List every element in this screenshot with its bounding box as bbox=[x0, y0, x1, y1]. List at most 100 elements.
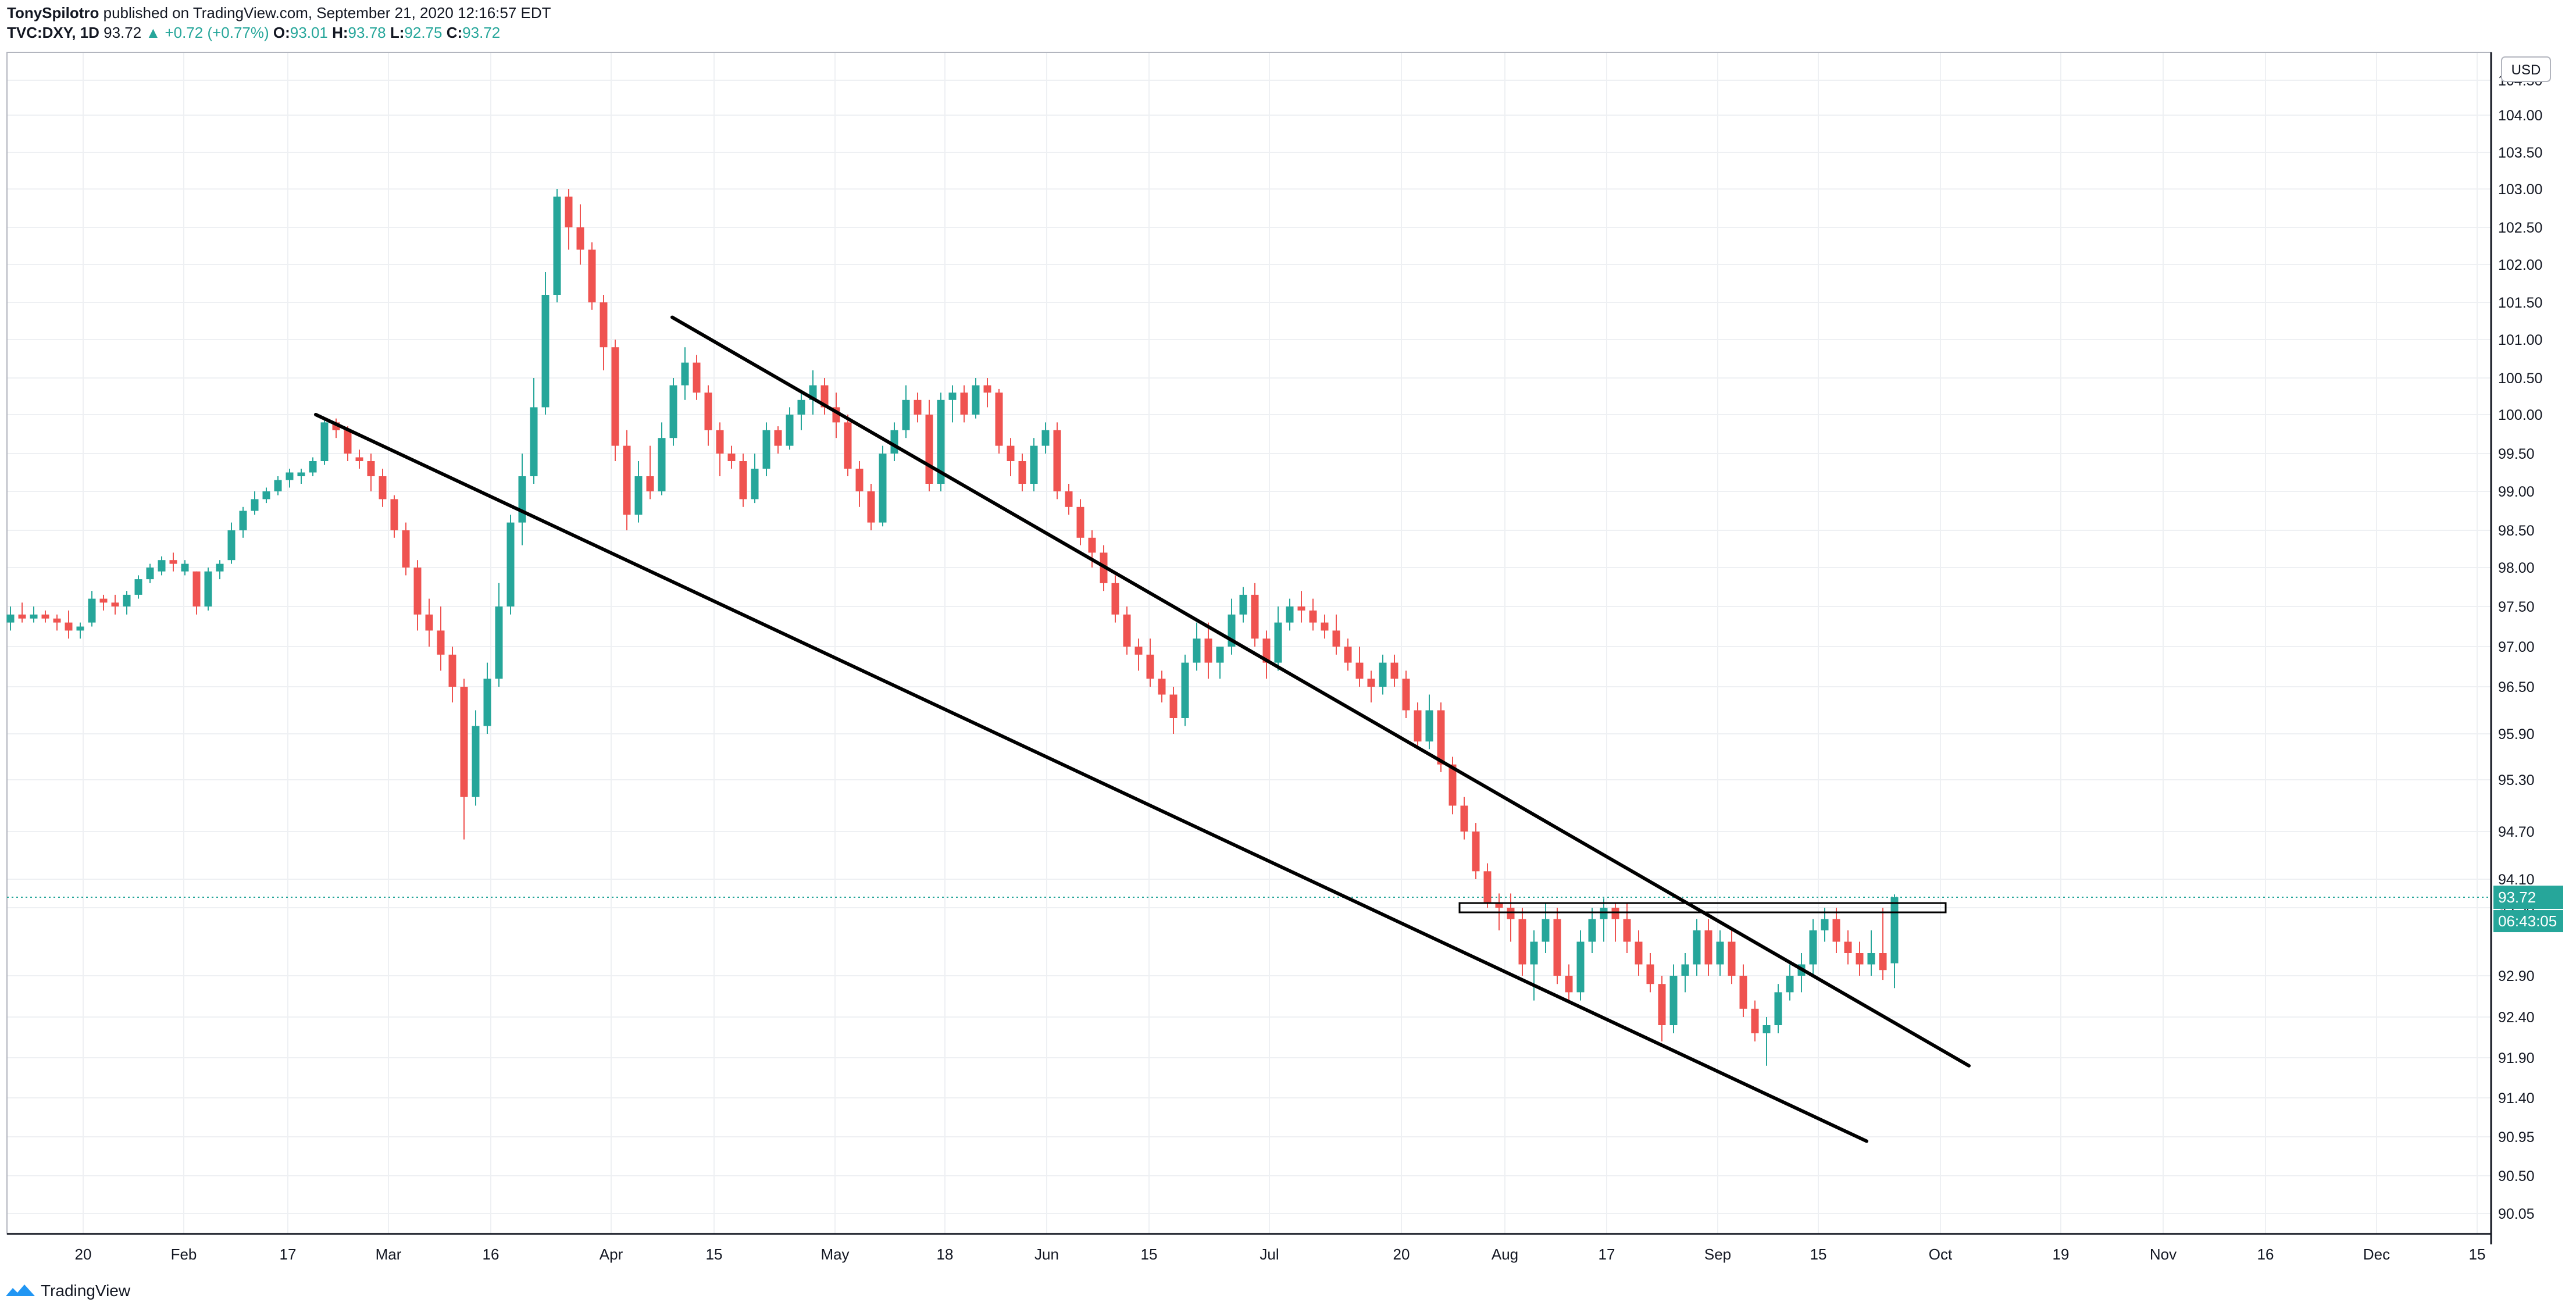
candle bbox=[483, 662, 491, 734]
currency-label: USD bbox=[2511, 62, 2541, 78]
candle bbox=[297, 469, 305, 484]
price-tick-label: 100.00 bbox=[2498, 407, 2542, 423]
candle bbox=[1483, 863, 1492, 908]
candle bbox=[1856, 941, 1864, 976]
candle bbox=[693, 355, 701, 400]
low-value: 92.75 bbox=[404, 24, 443, 41]
brand-name: TradingView bbox=[41, 1282, 131, 1300]
candle bbox=[1588, 908, 1596, 953]
candle bbox=[1390, 654, 1398, 687]
time-tick-label: Sep bbox=[1704, 1246, 1731, 1263]
candle bbox=[1797, 953, 1806, 993]
price-tick-label: 101.50 bbox=[2498, 295, 2542, 311]
candle bbox=[239, 506, 247, 538]
candle bbox=[18, 602, 26, 623]
candle bbox=[762, 422, 770, 476]
time-tick-label: 17 bbox=[280, 1246, 297, 1263]
price-tick-label: 95.30 bbox=[2498, 772, 2535, 788]
candle bbox=[972, 378, 980, 419]
price-tick-label: 98.50 bbox=[2498, 523, 2535, 539]
candle bbox=[634, 461, 643, 523]
price-tick-label: 103.50 bbox=[2498, 145, 2542, 161]
price-tick-label: 90.50 bbox=[2498, 1168, 2535, 1184]
candle bbox=[1600, 898, 1608, 942]
candle bbox=[1728, 930, 1736, 984]
candle bbox=[1460, 797, 1468, 840]
price-tick-label: 101.00 bbox=[2498, 332, 2542, 348]
candles bbox=[6, 189, 1899, 1066]
publisher-name[interactable]: TonySpilotro bbox=[7, 4, 99, 22]
time-tick-label: 16 bbox=[2257, 1246, 2274, 1263]
candle bbox=[1693, 919, 1701, 976]
candle bbox=[506, 515, 515, 615]
open-label: O: bbox=[273, 24, 290, 41]
candle bbox=[1890, 894, 1899, 989]
candle bbox=[460, 679, 468, 840]
candle bbox=[1321, 614, 1329, 639]
candle bbox=[6, 606, 15, 631]
price-tick-label: 97.00 bbox=[2498, 639, 2535, 655]
candle bbox=[1623, 902, 1631, 953]
candle bbox=[658, 422, 666, 495]
candle bbox=[1367, 670, 1375, 702]
candle bbox=[1646, 953, 1654, 993]
candle bbox=[1111, 575, 1119, 623]
time-axis[interactable]: 20 Feb 17 Mar 16 Apr 15 May 18 Jun 15 Jul 20 Aug 17 Sep… bbox=[75, 1246, 2486, 1263]
candle bbox=[1844, 930, 1852, 965]
candle bbox=[367, 454, 375, 491]
price-tick-label: 102.00 bbox=[2498, 257, 2542, 273]
candle bbox=[99, 594, 108, 611]
candle bbox=[448, 647, 456, 702]
candle bbox=[181, 560, 189, 576]
candle bbox=[390, 495, 398, 538]
published-text: published on TradingView.com, September … bbox=[103, 4, 551, 22]
candle bbox=[262, 487, 270, 504]
price-tick-label: 104.00 bbox=[2498, 108, 2542, 124]
candle bbox=[1274, 606, 1282, 671]
candle bbox=[1076, 499, 1084, 545]
price-axis[interactable]: 104.50104.00103.50103.00102.50102.00101.… bbox=[2498, 73, 2542, 1222]
time-tick-label: 16 bbox=[483, 1246, 499, 1263]
candle bbox=[902, 385, 910, 438]
grid-lines bbox=[7, 52, 2491, 1234]
candle bbox=[646, 445, 654, 499]
lower-trendline[interactable] bbox=[314, 413, 1868, 1143]
candle bbox=[1681, 953, 1689, 993]
upper-trendline[interactable] bbox=[670, 315, 1971, 1068]
brand-footer[interactable]: TradingView bbox=[5, 1282, 130, 1300]
candle bbox=[1635, 930, 1643, 976]
last-price-label: 93.72 bbox=[2498, 889, 2536, 906]
candle bbox=[739, 454, 747, 507]
currency-badge[interactable]: USD bbox=[2501, 56, 2551, 82]
candle bbox=[30, 606, 38, 623]
candle bbox=[844, 415, 852, 476]
candle bbox=[1228, 598, 1236, 655]
candle bbox=[774, 426, 782, 454]
time-tick-label: 17 bbox=[1599, 1246, 1615, 1263]
candle bbox=[1565, 964, 1573, 1001]
candle bbox=[402, 522, 410, 576]
candle bbox=[41, 610, 49, 623]
candle bbox=[716, 422, 724, 476]
candle bbox=[472, 710, 480, 806]
candle bbox=[1530, 930, 1538, 1001]
candle bbox=[1041, 422, 1050, 454]
candle bbox=[425, 598, 433, 647]
candle bbox=[1379, 654, 1387, 695]
candle bbox=[553, 189, 561, 302]
candle bbox=[216, 560, 224, 580]
candle bbox=[727, 445, 736, 469]
price-tick-label: 95.90 bbox=[2498, 726, 2535, 743]
price-tick-label: 103.00 bbox=[2498, 181, 2542, 198]
candle bbox=[204, 568, 212, 611]
time-tick-label: 15 bbox=[706, 1246, 723, 1263]
horizontal-zone-box[interactable] bbox=[1458, 902, 1947, 914]
candle bbox=[1355, 647, 1364, 687]
candle bbox=[65, 610, 73, 639]
candle bbox=[809, 370, 817, 415]
candle bbox=[867, 484, 875, 530]
candle bbox=[1065, 484, 1073, 515]
candle bbox=[1472, 823, 1480, 879]
candle bbox=[1821, 908, 1829, 942]
